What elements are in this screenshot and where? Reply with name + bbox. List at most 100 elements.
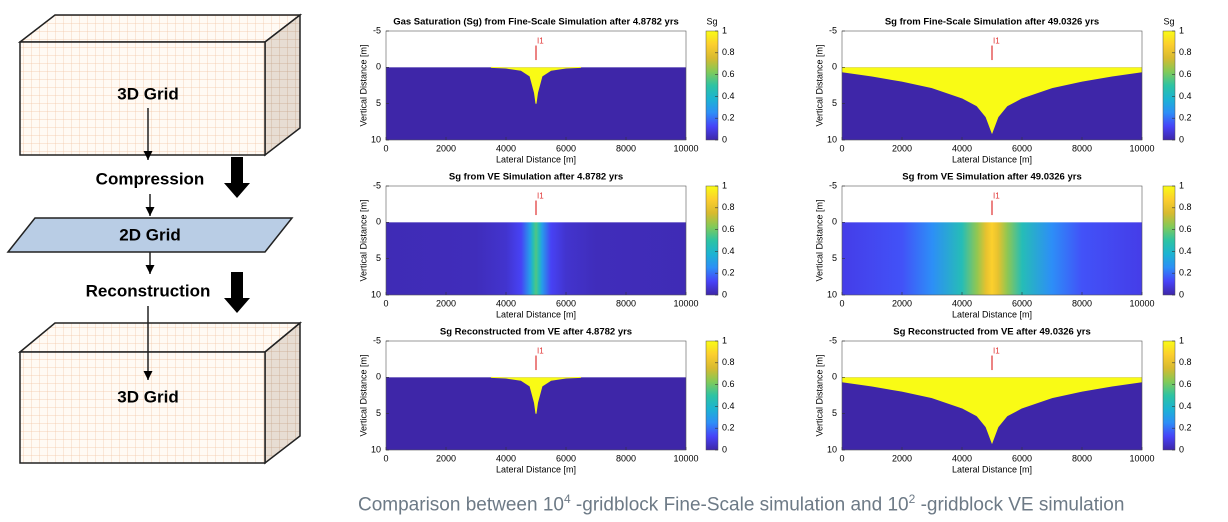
- colorbar-tick-label: 1: [1179, 180, 1184, 190]
- x-tick-label: 0: [839, 453, 844, 463]
- slide: 3D Grid Compression 2D Grid Reconstructi…: [6, 13, 1192, 475]
- chart: Sg Reconstructed from VE after 49.0326 y…: [814, 327, 1191, 475]
- y-tick-label: -5: [829, 335, 837, 345]
- big-arrow: [224, 272, 250, 313]
- y-tick-label: 0: [376, 372, 381, 382]
- colorbar-tick-label: 0.6: [722, 224, 735, 234]
- x-axis-label: Lateral Distance [m]: [952, 464, 1032, 474]
- y-tick-label: -5: [373, 25, 381, 35]
- axes-box: [841, 340, 1143, 451]
- chart-title: Gas Saturation (Sg) from Fine-Scale Simu…: [393, 17, 679, 28]
- colorbar-tick-label: 0.4: [722, 401, 735, 411]
- well-label: I1: [537, 37, 544, 46]
- colorbar-tick-label: 0.2: [722, 423, 735, 433]
- colorbar-tick-label: 0.8: [722, 202, 735, 212]
- chart-title: Sg Reconstructed from VE after 4.8782 yr…: [440, 327, 632, 338]
- chart: Sg from VE Simulation after 4.8782 yrs 0 2…: [358, 172, 734, 320]
- diagram: [6, 13, 303, 465]
- x-tick-label: 10000: [673, 298, 698, 308]
- y-tick-label: 5: [376, 408, 381, 418]
- y-tick-label: 5: [376, 253, 381, 263]
- colorbar-tick-label: 0: [1179, 289, 1184, 299]
- y-tick-label: -5: [829, 180, 837, 190]
- axes-box: [385, 340, 687, 451]
- y-axis-label: Vertical Distance [m]: [358, 44, 368, 126]
- x-axis-label: Lateral Distance [m]: [496, 309, 576, 319]
- caption: Comparison between 104 -gridblock Fine-S…: [358, 492, 1124, 516]
- x-tick-label: 0: [383, 298, 388, 308]
- colorbar-tick-label: 0.2: [1179, 113, 1192, 123]
- x-tick-label: 2000: [436, 143, 456, 153]
- chart-title: Sg from VE Simulation after 4.8782 yrs: [449, 172, 623, 183]
- colorbar-tick-label: 0.8: [722, 47, 735, 57]
- box-label: 3D Grid: [117, 84, 178, 103]
- x-tick-label: 8000: [616, 298, 636, 308]
- colorbar-tick-label: 0: [722, 444, 727, 454]
- y-tick-label: 10: [371, 134, 381, 144]
- colorbar-tick-label: 0.4: [1179, 246, 1192, 256]
- x-tick-label: 10000: [1129, 298, 1154, 308]
- colorbar-tick-label: 1: [1179, 335, 1184, 345]
- x-tick-label: 6000: [1012, 143, 1032, 153]
- box-label: 3D Grid: [117, 387, 178, 406]
- x-axis-label: Lateral Distance [m]: [496, 464, 576, 474]
- x-tick-label: 4000: [496, 298, 516, 308]
- y-tick-label: 10: [371, 444, 381, 454]
- x-tick-label: 2000: [892, 298, 912, 308]
- colorbar-tick-label: 0.6: [722, 69, 735, 79]
- sg-field: [386, 222, 686, 295]
- colorbar-tick-label: 0.8: [1179, 202, 1192, 212]
- plume-boundary: [841, 71, 1143, 135]
- plane-label: 2D Grid: [119, 225, 180, 244]
- colorbar-tick-label: 1: [1179, 25, 1184, 35]
- colorbar: [1162, 340, 1176, 451]
- well-label: I1: [993, 37, 1000, 46]
- plume-boundary: [490, 66, 582, 104]
- box-front: [19, 41, 266, 156]
- y-tick-label: 10: [827, 134, 837, 144]
- x-tick-label: 2000: [436, 298, 456, 308]
- plane-2d: [6, 217, 294, 253]
- axes-box: [841, 185, 1143, 296]
- x-tick-label: 10000: [673, 453, 698, 463]
- x-tick-label: 8000: [1072, 143, 1092, 153]
- colorbar: [1162, 30, 1176, 141]
- x-tick-label: 0: [839, 143, 844, 153]
- chart-title: Sg from Fine-Scale Simulation after 49.0…: [885, 17, 1099, 28]
- box-top: [17, 14, 303, 43]
- y-tick-label: 5: [376, 98, 381, 108]
- axes-box: [385, 185, 687, 296]
- y-tick-label: 5: [832, 98, 837, 108]
- well-label: I1: [537, 192, 544, 201]
- x-tick-label: 10000: [673, 143, 698, 153]
- y-axis-label: Vertical Distance [m]: [814, 199, 824, 281]
- x-tick-label: 0: [839, 298, 844, 308]
- colorbar: [705, 30, 719, 141]
- y-tick-label: 0: [376, 62, 381, 72]
- x-tick-label: 6000: [1012, 453, 1032, 463]
- x-tick-label: 4000: [952, 453, 972, 463]
- colorbar-tick-label: 0.6: [722, 379, 735, 389]
- plume-fill: [491, 377, 581, 414]
- y-axis-label: Vertical Distance [m]: [358, 199, 368, 281]
- y-tick-label: 0: [832, 62, 837, 72]
- plume-fill: [842, 377, 1142, 443]
- chart: Sg Reconstructed from VE after 4.8782 yr…: [358, 327, 734, 475]
- x-tick-label: 0: [383, 143, 388, 153]
- step-label: Compression: [96, 169, 205, 188]
- x-tick-label: 8000: [616, 143, 636, 153]
- x-axis-label: Lateral Distance [m]: [952, 154, 1032, 164]
- y-tick-label: 0: [832, 372, 837, 382]
- y-axis-label: Vertical Distance [m]: [358, 354, 368, 436]
- y-axis-label: Vertical Distance [m]: [814, 354, 824, 436]
- x-tick-label: 4000: [496, 143, 516, 153]
- x-tick-label: 6000: [556, 453, 576, 463]
- colorbar-tick-label: 0: [1179, 444, 1184, 454]
- colorbar-tick-label: 0.6: [1179, 224, 1192, 234]
- x-tick-label: 6000: [556, 143, 576, 153]
- plume-boundary: [841, 381, 1143, 445]
- caption-text: -gridblock VE simulation: [915, 494, 1125, 516]
- x-tick-label: 10000: [1129, 143, 1154, 153]
- colorbar-tick-label: 0.4: [1179, 401, 1192, 411]
